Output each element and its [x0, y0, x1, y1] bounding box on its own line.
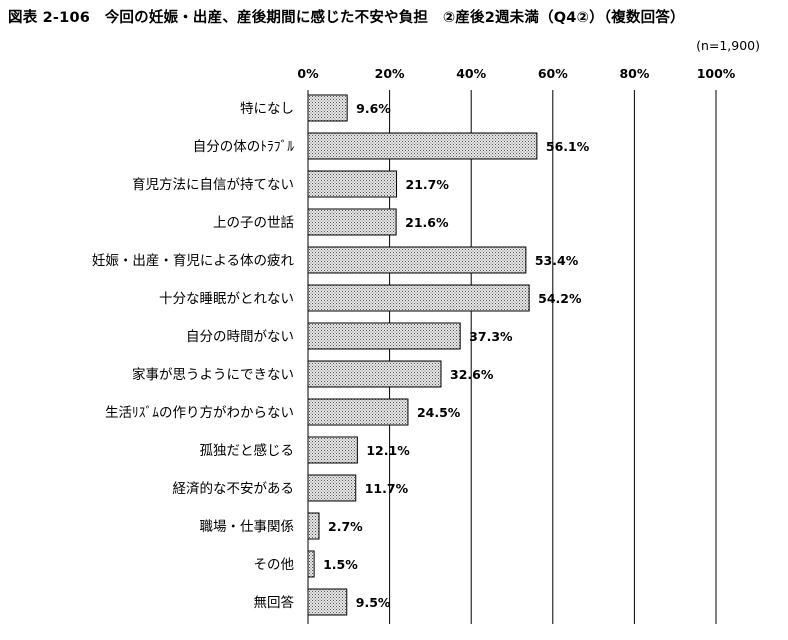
bar — [307, 398, 409, 426]
category-label: 職場・仕事関係 — [200, 519, 295, 535]
data-label: 1.5% — [323, 557, 358, 572]
data-label: 32.6% — [450, 367, 494, 382]
category-label: その他 — [254, 557, 295, 573]
category-label: 上の子の世話 — [213, 214, 294, 231]
bar — [307, 284, 530, 312]
data-label: 24.5% — [417, 405, 461, 420]
bar — [307, 170, 398, 198]
data-label: 56.1% — [546, 139, 590, 154]
data-label: 9.5% — [356, 595, 391, 610]
category-label: 妊娠・出産・育児による体の疲れ — [92, 252, 295, 269]
sample-size-label: (n=1,900) — [696, 38, 760, 53]
bar — [307, 436, 358, 464]
category-label: 家事が思うようにできない — [132, 366, 294, 383]
category-label: 孤独だと感じる — [200, 442, 295, 459]
x-tick-label: 100% — [697, 66, 736, 81]
data-label: 2.7% — [328, 519, 363, 534]
bars — [307, 94, 538, 616]
bar — [307, 246, 527, 274]
category-label: 特になし — [240, 101, 294, 117]
data-labels: 9.6% 56.1% 21.7% 21.6% 53.4% 54.2% 37.3% 32.6% 2… — [323, 101, 590, 610]
data-label: 11.7% — [365, 481, 409, 496]
x-tick-label: 40% — [456, 66, 486, 81]
bar — [307, 512, 320, 540]
category-label: 十分な睡眠がとれない — [159, 291, 294, 307]
bar — [307, 588, 348, 616]
data-label: 21.7% — [406, 177, 450, 192]
bar — [307, 550, 315, 578]
category-label: 生活ﾘｽﾞﾑの作り方がわからない — [105, 405, 294, 421]
data-label: 37.3% — [469, 329, 513, 344]
data-label: 54.2% — [538, 291, 582, 306]
bar — [307, 474, 357, 502]
data-label: 9.6% — [356, 101, 391, 116]
data-label: 12.1% — [366, 443, 410, 458]
chart-title: 図表 2-106 今回の妊娠・出産、産後期間に感じた不安や負担 ②産後2週未満（… — [8, 10, 685, 26]
bar — [307, 94, 348, 122]
x-tick-label: 60% — [538, 66, 568, 81]
category-label: 無回答 — [254, 594, 295, 611]
bar — [307, 322, 461, 350]
x-tick-label: 0% — [297, 66, 319, 81]
bar — [307, 132, 538, 160]
bar — [307, 360, 442, 388]
category-label: 経済的な不安がある — [173, 481, 295, 497]
category-label: 育児方法に自信が持てない — [132, 177, 294, 193]
gridlines — [307, 90, 717, 624]
data-label: 21.6% — [405, 215, 449, 230]
bar — [307, 208, 397, 236]
x-axis-ticks: 0% 20% 40% 60% 80% 100% — [297, 66, 735, 81]
category-label: 自分の時間がない — [186, 329, 294, 345]
x-tick-label: 80% — [619, 66, 649, 81]
x-tick-label: 20% — [375, 66, 405, 81]
category-label: 自分の体のﾄﾗﾌﾞﾙ — [193, 139, 294, 155]
data-label: 53.4% — [535, 253, 579, 268]
